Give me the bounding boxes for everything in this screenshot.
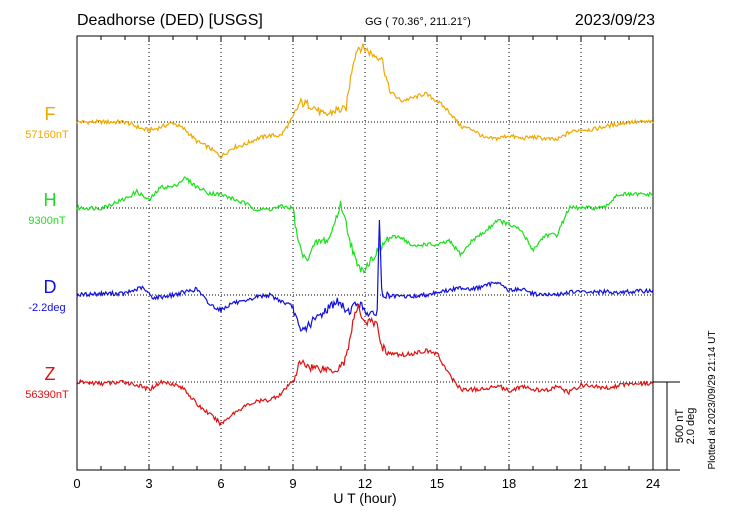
plot-date: 2023/09/23 <box>575 12 655 29</box>
station-title: Deadhorse (DED) [USGS] <box>77 12 263 29</box>
x-tick-24: 24 <box>646 476 660 491</box>
channel-baseline-F: 57160nT <box>25 129 69 141</box>
x-tick-18: 18 <box>502 476 516 491</box>
series-D <box>76 219 654 334</box>
x-tick-labels: 0 3 6 9 12 15 18 21 24 <box>73 476 660 491</box>
channel-baseline-Z: 56390nT <box>25 389 69 401</box>
channel-name-Z: Z <box>45 364 56 384</box>
channel-baseline-H: 9300nT <box>28 215 66 227</box>
x-tick-15: 15 <box>430 476 444 491</box>
station-coordinates: GG ( 70.36°, 211.21°) <box>365 16 471 28</box>
channel-name-H: H <box>44 190 57 210</box>
data-series <box>76 43 654 427</box>
plotted-timestamp: Plotted at 2023/09/29 21:14 UT <box>707 331 718 470</box>
series-F <box>76 43 654 160</box>
series-Z <box>76 303 654 427</box>
x-axis-label: U T (hour) <box>333 490 396 506</box>
channel-name-F: F <box>45 104 56 124</box>
x-tick-0: 0 <box>73 476 80 491</box>
scale-bar: 500 nT 2.0 deg <box>653 381 697 471</box>
series-H <box>76 176 654 274</box>
channel-name-D: D <box>44 277 57 297</box>
grid-lines <box>148 36 582 470</box>
channel-baseline-D: -2.2deg <box>28 302 65 314</box>
x-tick-21: 21 <box>574 476 588 491</box>
x-tick-9: 9 <box>289 476 296 491</box>
x-tick-3: 3 <box>145 476 152 491</box>
channel-labels: F 57160nT H 9300nT D -2.2deg Z 56390nT <box>25 104 69 401</box>
scale-nt-label: 500 nT <box>674 409 686 444</box>
x-tick-12: 12 <box>358 476 372 491</box>
x-tick-6: 6 <box>217 476 224 491</box>
scale-deg-label: 2.0 deg <box>685 408 697 445</box>
minor-ticks <box>76 36 654 470</box>
